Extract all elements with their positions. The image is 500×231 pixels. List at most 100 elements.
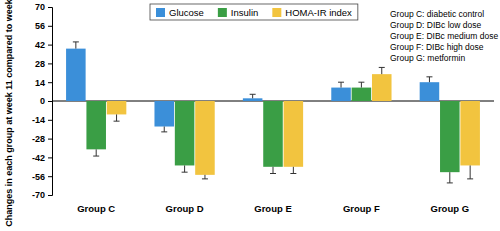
y-tick: 14 xyxy=(35,78,52,88)
y-tick-mark xyxy=(48,63,52,64)
annotation: Group E: DIBc medium dose xyxy=(390,31,498,41)
bar xyxy=(331,88,351,101)
y-tick: -14 xyxy=(32,115,52,125)
error-bar-stem xyxy=(164,127,165,132)
error-bar-stem xyxy=(252,94,253,98)
legend-label: Glucose xyxy=(169,7,204,18)
x-tick-label: Group G xyxy=(431,203,470,214)
y-tick: 0 xyxy=(40,96,52,106)
chart: -70 -56 -42 -28 -14 0 14 28 42 56 70 Group C Group D… xyxy=(0,0,500,231)
error-bar-cap xyxy=(182,172,188,173)
annotation: Group C: diabetic control xyxy=(390,9,484,19)
y-tick-label: 28 xyxy=(35,59,45,69)
error-bar-cap xyxy=(270,173,276,174)
error-bar xyxy=(114,114,120,121)
error-bar-cap xyxy=(338,82,344,83)
y-tick-label: 14 xyxy=(35,78,45,88)
x-tick-label: Group C xyxy=(77,203,115,214)
y-tick: -56 xyxy=(32,172,52,182)
error-bar xyxy=(161,127,167,132)
bar xyxy=(195,101,215,175)
x-tick-label: Group D xyxy=(166,203,204,214)
error-bar-stem xyxy=(75,42,76,49)
y-tick-label: 0 xyxy=(40,96,45,106)
y-axis-title: Changes in each group at week 11 compare… xyxy=(4,0,14,227)
y-tick: 56 xyxy=(35,21,52,31)
y-tick: -42 xyxy=(32,153,52,163)
y-tick-mark xyxy=(48,176,52,177)
error-bar-cap xyxy=(290,173,296,174)
error-bar-stem xyxy=(204,175,205,179)
error-bar-stem xyxy=(429,77,430,82)
bar xyxy=(352,88,372,101)
error-bar-stem xyxy=(381,67,382,74)
error-bar-stem xyxy=(293,167,294,174)
bar xyxy=(154,101,174,127)
bar xyxy=(372,74,392,101)
y-axis: -70 -56 -42 -28 -14 0 14 28 42 56 70 xyxy=(32,2,53,200)
error-bar-stem xyxy=(470,165,471,178)
error-bar xyxy=(447,172,453,183)
x-tick: Group C xyxy=(77,195,115,214)
legend-swatch xyxy=(218,8,227,17)
y-tick: 28 xyxy=(35,59,52,69)
bar xyxy=(440,101,460,172)
x-tick: Group F xyxy=(343,195,380,214)
bar xyxy=(284,101,304,167)
error-bar xyxy=(379,67,385,74)
error-bar-cap xyxy=(114,121,120,122)
error-bar-cap xyxy=(250,94,256,95)
y-tick-label: 56 xyxy=(35,21,45,31)
x-tick-label: Group F xyxy=(343,203,380,214)
bar xyxy=(460,101,480,165)
y-tick: -70 xyxy=(32,190,52,200)
annotation: Group G: metformin xyxy=(390,53,465,63)
error-bar xyxy=(426,77,432,82)
y-tick: 42 xyxy=(35,40,52,50)
error-bar xyxy=(202,175,208,179)
y-tick-label: 42 xyxy=(35,40,45,50)
bar xyxy=(420,82,440,101)
annotation: Group D: DIBc low dose xyxy=(390,20,481,30)
x-tick: Group D xyxy=(166,195,204,214)
annotations: Group C: diabetic controlGroup D: DIBc l… xyxy=(390,9,498,63)
bar xyxy=(263,101,283,167)
annotation: Group F: DIBc high dose xyxy=(390,42,484,52)
bar xyxy=(243,98,263,101)
error-bar xyxy=(290,167,296,174)
bar xyxy=(86,101,106,149)
error-bar-cap xyxy=(161,131,167,132)
error-bar xyxy=(182,165,188,172)
bars xyxy=(66,42,480,183)
error-bar xyxy=(250,94,256,98)
error-bar-cap xyxy=(73,41,79,42)
y-tick-label: 70 xyxy=(35,2,45,12)
y-tick-label: -14 xyxy=(32,115,45,125)
x-axis: Group C Group D Group E Group F Group G xyxy=(77,195,469,214)
legend-swatch xyxy=(272,8,281,17)
y-tick-label: -28 xyxy=(32,134,45,144)
error-bar-stem xyxy=(361,82,362,87)
y-tick: -28 xyxy=(32,134,52,144)
y-tick-mark xyxy=(48,7,52,8)
error-bar-stem xyxy=(184,165,185,172)
y-tick-mark xyxy=(48,157,52,158)
legend-label: HOMA-IR index xyxy=(285,7,352,18)
y-tick-mark xyxy=(48,101,52,102)
error-bar-cap xyxy=(93,156,99,157)
error-bar-cap xyxy=(202,178,208,179)
y-axis-line xyxy=(48,8,53,196)
y-tick-mark xyxy=(48,26,52,27)
error-bar-cap xyxy=(447,182,453,183)
legend-label: Insulin xyxy=(231,7,258,18)
y-tick-mark xyxy=(48,139,52,140)
error-bar xyxy=(338,82,344,87)
x-tick: Group G xyxy=(431,195,470,214)
legend-box xyxy=(150,4,358,20)
error-bar-cap xyxy=(358,82,364,83)
x-tick: Group E xyxy=(254,195,291,214)
error-bar xyxy=(270,167,276,174)
error-bar xyxy=(73,42,79,49)
error-bar-stem xyxy=(116,114,117,121)
y-tick-label: -42 xyxy=(32,153,45,163)
